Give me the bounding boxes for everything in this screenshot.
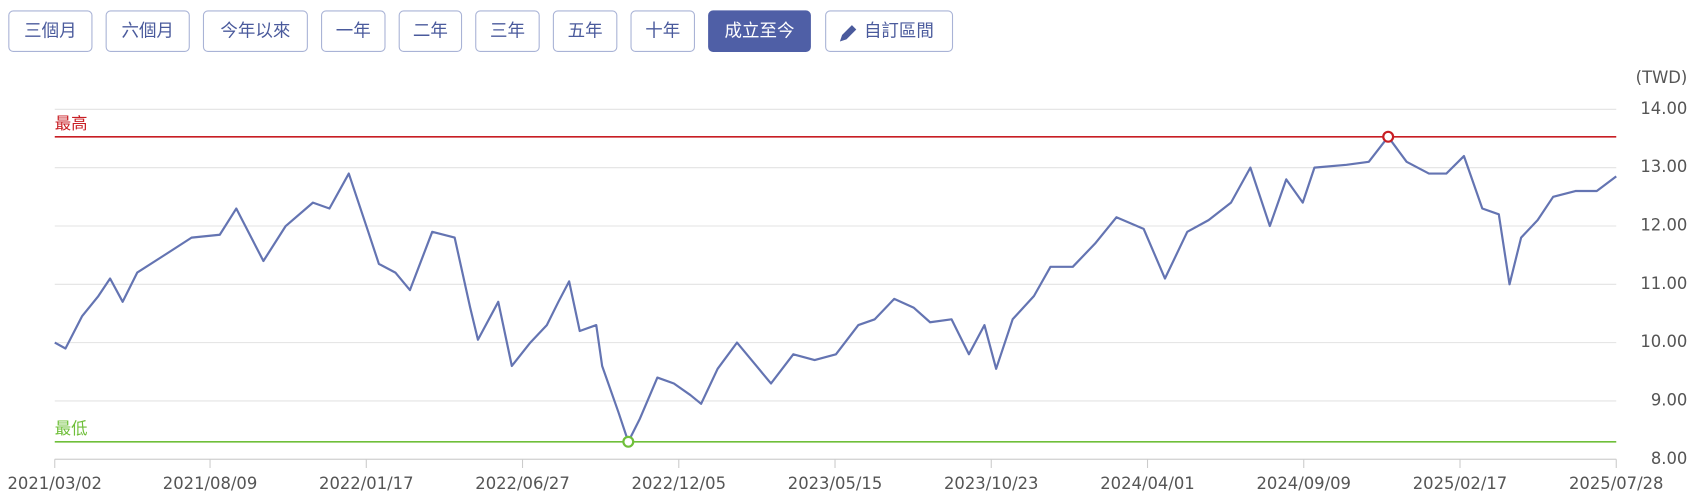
- button-label: 五年: [568, 22, 603, 42]
- price-line: [54, 135, 1617, 443]
- x-tick-label: 2022/01/17: [319, 474, 413, 493]
- button-bg: [552, 10, 618, 52]
- x-tick-label: 2023/10/23: [944, 474, 1038, 493]
- range-button[interactable]: 自訂區間: [825, 10, 954, 52]
- button-label: 六個月: [121, 22, 173, 42]
- y-tick-label: 9.00: [1651, 390, 1688, 409]
- x-tick-label: 2022/12/05: [632, 474, 726, 493]
- button-label: 成立至今: [725, 22, 795, 42]
- y-tick-label: 13.00: [1640, 157, 1687, 176]
- button-bg: [321, 10, 386, 52]
- button-bg: [105, 10, 190, 52]
- x-tick-label: 2022/06/27: [475, 474, 569, 493]
- x-tick-label: 2024/09/09: [1257, 474, 1351, 493]
- button-bg: [708, 10, 811, 52]
- button-label: 十年: [645, 22, 680, 42]
- range-button[interactable]: 十年: [630, 10, 695, 52]
- max-marker: [1382, 130, 1395, 143]
- x-tick-label: 2024/04/01: [1100, 474, 1194, 493]
- button-bg: [398, 10, 463, 52]
- button-label: 一年: [336, 22, 371, 42]
- x-tick-label: 2021/03/02: [8, 474, 102, 493]
- x-tick-label: 2023/05/15: [788, 474, 882, 493]
- x-tick-label: 2025/07/28: [1569, 474, 1663, 493]
- button-bg: [8, 10, 93, 52]
- button-label: 自訂區間: [864, 22, 934, 42]
- x-tick-label: 2025/02/17: [1413, 474, 1507, 493]
- max-label: 最高: [55, 114, 88, 133]
- y-tick-label: 8.00: [1651, 449, 1688, 468]
- button-label: 三年: [490, 22, 525, 42]
- y-tick-label: 14.00: [1640, 99, 1687, 118]
- button-bg: [202, 10, 308, 52]
- button-bg: [475, 10, 540, 52]
- range-button[interactable]: 三年: [475, 10, 540, 52]
- button-label: 今年以來: [220, 22, 290, 42]
- min-label: 最低: [55, 419, 88, 438]
- button-bg: [825, 10, 954, 52]
- y-tick-label: 10.00: [1640, 332, 1687, 351]
- pencil-icon: [839, 25, 857, 42]
- range-button[interactable]: 成立至今: [708, 10, 811, 52]
- range-button[interactable]: 一年: [321, 10, 386, 52]
- min-marker: [622, 435, 635, 448]
- y-tick-label: 11.00: [1640, 274, 1687, 293]
- button-label: 三個月: [24, 22, 76, 42]
- y-tick-label: 12.00: [1640, 215, 1687, 234]
- button-bg: [630, 10, 695, 52]
- button-label: 二年: [413, 22, 448, 42]
- range-button[interactable]: 六個月: [105, 10, 190, 52]
- range-button[interactable]: 三個月: [8, 10, 93, 52]
- x-tick-label: 2021/08/09: [163, 474, 257, 493]
- range-button[interactable]: 五年: [552, 10, 618, 52]
- range-button[interactable]: 今年以來: [202, 10, 308, 52]
- y-unit: (TWD): [1636, 68, 1688, 87]
- range-button[interactable]: 二年: [398, 10, 463, 52]
